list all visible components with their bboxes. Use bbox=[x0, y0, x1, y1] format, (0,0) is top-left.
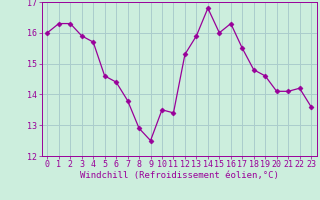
X-axis label: Windchill (Refroidissement éolien,°C): Windchill (Refroidissement éolien,°C) bbox=[80, 171, 279, 180]
